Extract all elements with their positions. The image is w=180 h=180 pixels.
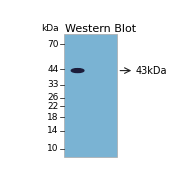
Text: kDa: kDa bbox=[41, 24, 59, 33]
Text: 43kDa: 43kDa bbox=[136, 66, 167, 76]
Text: 18: 18 bbox=[47, 113, 59, 122]
Text: 26: 26 bbox=[47, 93, 59, 102]
Text: 44: 44 bbox=[48, 65, 59, 74]
Text: Western Blot: Western Blot bbox=[65, 24, 136, 34]
Text: 70: 70 bbox=[47, 40, 59, 49]
Text: 33: 33 bbox=[47, 80, 59, 89]
Text: 10: 10 bbox=[47, 144, 59, 153]
Text: 14: 14 bbox=[47, 126, 59, 135]
Ellipse shape bbox=[71, 69, 84, 73]
Text: 22: 22 bbox=[48, 102, 59, 111]
